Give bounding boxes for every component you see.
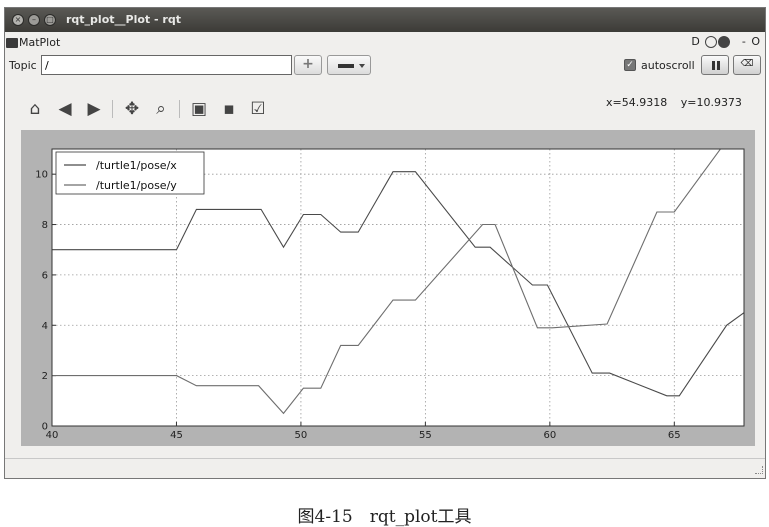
legend-label-1: /turtle1/pose/x bbox=[96, 159, 177, 172]
chevron-down-icon bbox=[359, 64, 365, 68]
title-bar: × – □ rqt_plot__Plot - rqt bbox=[5, 8, 765, 32]
series-line-1 bbox=[52, 171, 744, 397]
x-tick-label: 65 bbox=[668, 430, 681, 441]
x-tick-label: 50 bbox=[295, 430, 308, 441]
pan-icon[interactable]: ✥ bbox=[124, 99, 140, 119]
figure-caption: 图4-15 rqt_plot工具 bbox=[297, 507, 472, 527]
pause-icon bbox=[717, 61, 720, 70]
y-tick-label: 0 bbox=[42, 422, 48, 433]
line-chart: 40 45 50 55 60 65 0 2 4 6 8 10/turtle1/pose/x/turtl… bbox=[35, 148, 745, 441]
clear-icon: ⌫ bbox=[740, 59, 754, 69]
window-minimize-button[interactable]: – bbox=[28, 14, 40, 26]
autoscroll-label: autoscroll bbox=[641, 59, 695, 72]
plot-canvas[interactable]: 40 45 50 55 60 65 0 2 4 6 8 10/turtle1/pose/x/turtl… bbox=[21, 130, 755, 446]
y-tick-label: 8 bbox=[42, 220, 48, 231]
window-title: rqt_plot__Plot - rqt bbox=[66, 13, 181, 26]
series-line-2 bbox=[52, 149, 722, 415]
legend bbox=[55, 151, 205, 195]
back-icon[interactable]: ◀ bbox=[58, 99, 72, 119]
x-tick-label: 60 bbox=[543, 430, 556, 441]
minus-icon bbox=[338, 64, 354, 68]
y-tick-label: 10 bbox=[35, 170, 48, 181]
plugin-header: MatPlot D - O bbox=[5, 34, 765, 52]
rqt-window: × – □ rqt_plot__Plot - rqt MatPlot D - O… bbox=[4, 7, 766, 479]
x-tick-label: 55 bbox=[419, 430, 432, 441]
autoscroll-checkbox[interactable]: ✓ bbox=[624, 59, 636, 71]
clear-button[interactable]: ⌫ bbox=[733, 55, 761, 75]
window-close-button[interactable]: × bbox=[12, 14, 24, 26]
plugin-close-button[interactable]: - O bbox=[741, 35, 761, 48]
plugin-name: MatPlot bbox=[19, 36, 61, 49]
y-tick-label: 6 bbox=[42, 270, 48, 281]
gear-icon[interactable] bbox=[705, 36, 718, 48]
add-topic-button[interactable]: + bbox=[294, 55, 322, 75]
cursor-y: y=10.9373 bbox=[680, 96, 742, 109]
plugin-controls: D - O bbox=[691, 35, 761, 48]
cursor-x: x=54.9318 bbox=[606, 96, 668, 109]
save-icon[interactable]: ▪ bbox=[223, 99, 235, 119]
window-maximize-button[interactable]: □ bbox=[44, 14, 56, 26]
zoom-icon[interactable]: ⌕ bbox=[156, 99, 166, 119]
y-tick-label: 2 bbox=[42, 371, 48, 382]
series-group bbox=[52, 149, 744, 415]
topic-label: Topic bbox=[9, 59, 37, 72]
x-tick-label: 45 bbox=[170, 430, 183, 441]
matplotlib-toolbar: ⌂ ◀ ▶ ✥ ⌕ ▣ ▪ ☑ x=54.9318 y=10.9373 bbox=[5, 96, 765, 122]
y-tick-label: 4 bbox=[42, 321, 48, 332]
resize-grip[interactable] bbox=[755, 466, 763, 474]
plugin-detach-button[interactable]: D bbox=[691, 35, 701, 48]
help-icon[interactable] bbox=[718, 36, 731, 48]
legend-label-2: /turtle1/pose/y bbox=[96, 179, 177, 192]
matplot-plugin-icon bbox=[6, 38, 18, 48]
topic-input[interactable] bbox=[41, 55, 292, 75]
pause-button[interactable] bbox=[701, 55, 729, 75]
topic-row: Topic + ✓ autoscroll ⌫ bbox=[5, 54, 765, 78]
forward-icon[interactable]: ▶ bbox=[87, 99, 101, 119]
status-bar bbox=[5, 458, 765, 476]
subplots-icon[interactable]: ▣ bbox=[190, 99, 208, 119]
pause-icon bbox=[712, 61, 715, 70]
remove-topic-button[interactable] bbox=[327, 55, 371, 75]
plus-icon: + bbox=[302, 56, 314, 72]
edit-icon[interactable]: ☑ bbox=[250, 99, 266, 119]
home-icon[interactable]: ⌂ bbox=[29, 99, 41, 119]
plot-area bbox=[51, 148, 745, 427]
cursor-coordinates: x=54.9318 y=10.9373 bbox=[606, 96, 752, 109]
x-tick-label: 40 bbox=[46, 430, 59, 441]
plot-border bbox=[51, 148, 745, 427]
